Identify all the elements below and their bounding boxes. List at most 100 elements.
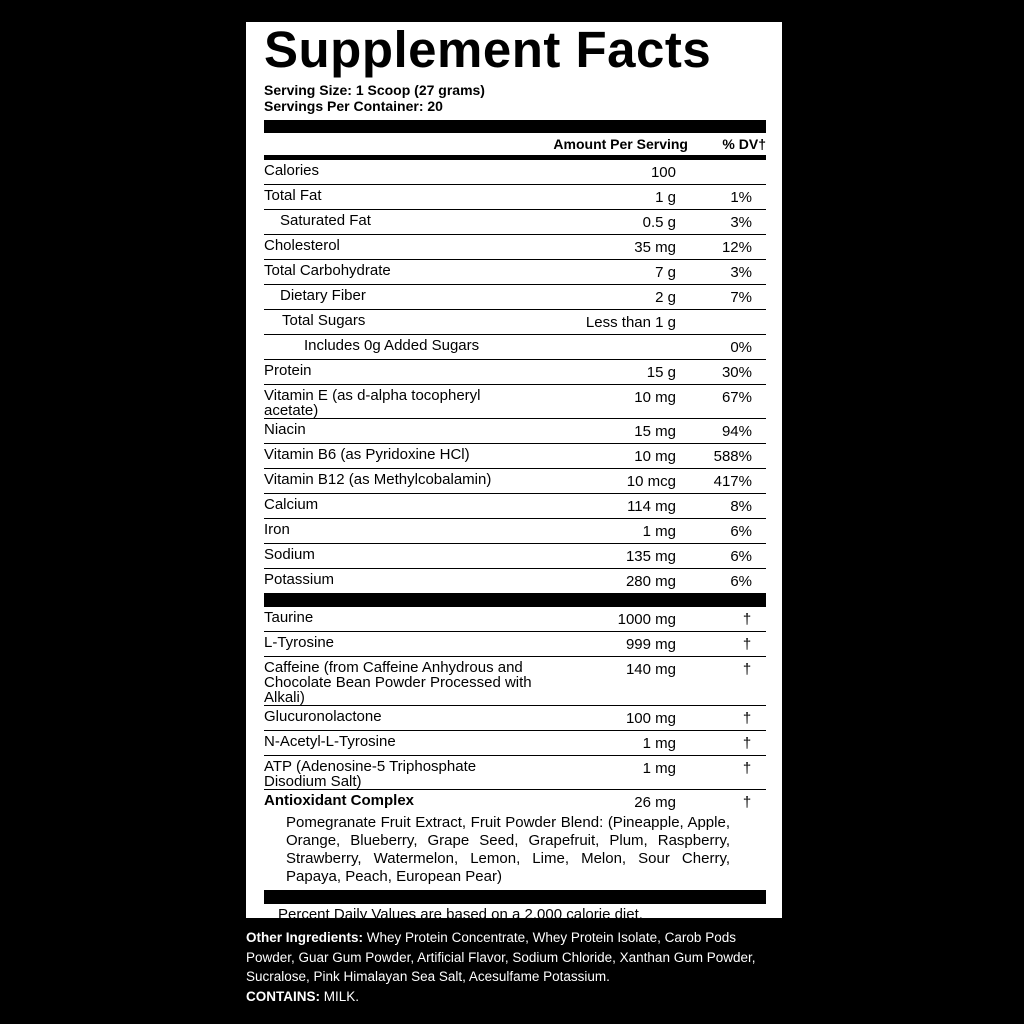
row: Vitamin B12 (as Methylcobalamin) 10 mcg 41… [264, 469, 766, 494]
row: Vitamin B6 (as Pyridoxine HCl) 10 mg 588% [264, 444, 766, 469]
name: L-Tyrosine [264, 634, 335, 651]
label: Servings Per Container: [264, 98, 424, 114]
dv: 94% [721, 423, 752, 440]
thick-bar [264, 890, 766, 904]
spacer [688, 160, 766, 164]
row: Includes 0g Added Sugars 0% [264, 335, 766, 360]
row: Niacin 15 mg 94% [264, 419, 766, 444]
facts-panel: Supplement Facts Serving Size: 1 Scoop (… [246, 22, 782, 941]
dv: † [742, 611, 752, 628]
amount: 0.5 g [642, 214, 676, 231]
amount: 15 mg [634, 423, 676, 440]
dv: 588% [713, 448, 752, 465]
dv: 7% [730, 289, 752, 306]
blend: Pomegranate Fruit Extract, Fruit Powder … [286, 814, 730, 885]
dv: † [742, 794, 752, 811]
dv: 8% [730, 498, 752, 515]
name: Niacin [264, 421, 306, 438]
name: N-Acetyl-L-Tyrosine [264, 733, 396, 750]
amount: 15 g [646, 364, 676, 381]
amount: 2 g [655, 289, 676, 306]
title: Supplement Facts [264, 21, 712, 78]
row: Vitamin E (as d-alpha tocopheryl acetate… [264, 385, 766, 419]
amount: 999 mg [625, 636, 676, 653]
label: Other Ingredients: [246, 930, 364, 945]
amount: 35 mg [634, 239, 676, 256]
footnote: † Daily Value (DV) not established. [264, 924, 496, 941]
name: Total Sugars [282, 312, 366, 329]
row: Iron 1 mg 6% [264, 519, 766, 544]
row: Calcium 114 mg 8% [264, 494, 766, 519]
name: Taurine [264, 609, 314, 626]
amount: 10 mcg [626, 473, 676, 490]
row: Taurine 1000 mg † [264, 607, 766, 632]
amount: 10 mg [634, 389, 676, 406]
dv: † [742, 636, 752, 653]
serving-size: Serving Size: 1 Scoop (27 grams) [264, 82, 766, 98]
row: Sodium 135 mg 6% [264, 544, 766, 569]
row: Protein 15 g 30% [264, 360, 766, 385]
name: Vitamin B6 (as Pyridoxine HCl) [264, 446, 470, 463]
other-ingredients: Other Ingredients: Whey Protein Concentr… [246, 928, 776, 987]
name: Calcium [264, 496, 319, 513]
dv: 3% [730, 264, 752, 281]
amount: 7 g [655, 264, 676, 281]
row: L-Tyrosine 999 mg † [264, 632, 766, 657]
amount: 10 mg [634, 448, 676, 465]
name: Protein [264, 362, 312, 379]
amount: 140 mg [625, 661, 676, 678]
row: Total Carbohydrate 7 g 3% [264, 260, 766, 285]
text: Whey Protein Concentrate, Whey Protein I… [246, 930, 756, 984]
dv: 6% [730, 548, 752, 565]
dv: 6% [730, 523, 752, 540]
dv: 6% [730, 573, 752, 590]
name: Iron [264, 521, 290, 538]
facts-content: Supplement Facts Serving Size: 1 Scoop (… [264, 22, 766, 942]
row: Potassium 280 mg 6% [264, 569, 766, 594]
row: Calories 100 [264, 160, 766, 185]
amount: 280 mg [625, 573, 676, 590]
amount: 1 mg [642, 735, 676, 752]
amount: 100 mg [625, 710, 676, 727]
nutrient-rows: Calories 100 Total Fat 1 g 1% Saturated Fat 0.… [264, 160, 766, 594]
name: Glucuronolactone [264, 708, 382, 725]
text: MILK. [323, 988, 360, 1004]
thick-bar [264, 120, 766, 133]
name: Potassium [264, 571, 335, 588]
antioxidant-row: Antioxidant Complex 26 mg † [264, 790, 766, 814]
dv: † [742, 661, 752, 678]
row: N-Acetyl-L-Tyrosine 1 mg † [264, 731, 766, 756]
spacer [538, 335, 688, 339]
name: Caffeine (from Caffeine Anhydrous and Ch… [264, 659, 532, 706]
label: Serving Size: [264, 82, 352, 98]
amount: 100 [650, 164, 676, 181]
servings-per-container: Servings Per Container: 20 [264, 98, 766, 114]
amount: 114 mg [627, 498, 676, 515]
name: Cholesterol [264, 237, 340, 254]
dv: † [742, 735, 752, 752]
dv: 30% [721, 364, 752, 381]
dv: 417% [713, 473, 752, 490]
name: ATP (Adenosine-5 Triphosphate Disodium S… [264, 758, 477, 790]
amount: 1 g [655, 189, 676, 206]
other-info: Other Ingredients: Whey Protein Concentr… [246, 928, 776, 1006]
bar [264, 155, 766, 160]
name: Antioxidant Complex [264, 792, 415, 809]
column-headers: Amount Per Serving % DV† [264, 133, 766, 155]
dv: 67% [721, 389, 752, 406]
row: ATP (Adenosine-5 Triphosphate Disodium S… [264, 756, 766, 790]
name: Calories [264, 162, 320, 179]
dv: † [742, 710, 752, 727]
row: Dietary Fiber 2 g 7% [264, 285, 766, 310]
label: CONTAINS: [246, 988, 320, 1004]
contains: CONTAINS: MILK. [246, 987, 776, 1007]
amount: 1 mg [642, 760, 676, 777]
dv: 1% [730, 189, 752, 206]
dv-header: % DV† [722, 136, 766, 152]
name: Vitamin B12 (as Methylcobalamin) [264, 471, 492, 488]
name: Total Fat [264, 187, 322, 204]
name: Dietary Fiber [280, 287, 366, 304]
amount: 26 mg [634, 794, 676, 811]
dv: 3% [730, 214, 752, 231]
